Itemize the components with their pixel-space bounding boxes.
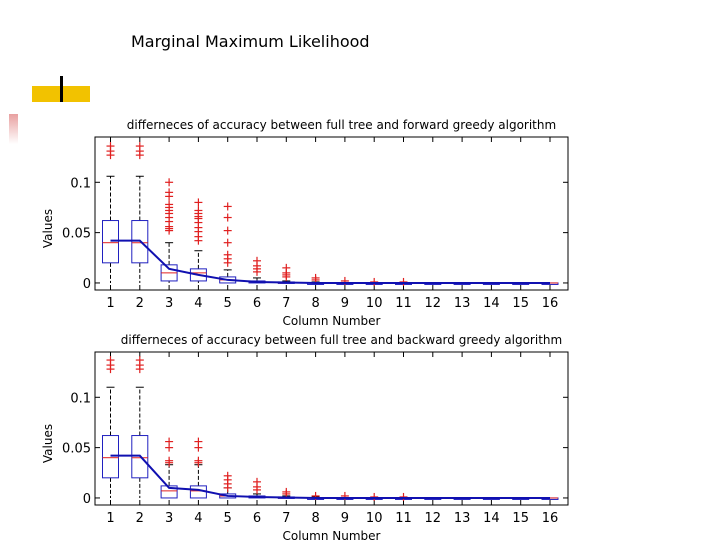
x-tick-label: 11	[395, 296, 412, 311]
x-tick-label: 11	[395, 511, 412, 526]
outlier-point	[165, 178, 174, 187]
x-tick-label: 13	[454, 296, 471, 311]
outlier-point	[135, 142, 144, 151]
y-axis-label: Values	[41, 424, 55, 463]
chart-panel-1: differneces of accuracy between full tre…	[41, 118, 569, 328]
outlier-point	[194, 437, 203, 446]
y-tick-label: 0.05	[62, 227, 91, 242]
x-tick-label: 12	[425, 296, 442, 311]
box-2	[131, 175, 149, 283]
outlier-point	[253, 256, 261, 265]
x-tick-label: 8	[311, 511, 319, 526]
outlier-point	[165, 188, 174, 197]
box-3	[160, 464, 178, 499]
x-tick-label: 7	[282, 296, 290, 311]
x-tick-label: 1	[106, 511, 114, 526]
box-2	[131, 386, 149, 498]
outlier-point	[165, 437, 174, 446]
x-tick-label: 7	[282, 511, 290, 526]
y-tick-label: 0.1	[70, 391, 91, 406]
outlier-point	[370, 277, 379, 286]
box-4	[189, 250, 207, 283]
y-axis-label: Values	[41, 209, 55, 248]
x-tick-label: 16	[542, 296, 559, 311]
x-tick-label: 5	[224, 511, 232, 526]
mean-trend-line	[110, 239, 550, 284]
accent-line	[60, 76, 63, 102]
outlier-point	[311, 273, 320, 282]
outlier-point	[106, 142, 115, 151]
outlier-point	[165, 200, 174, 209]
chart-title: differneces of accuracy between full tre…	[121, 333, 562, 347]
iqr-box	[102, 220, 119, 264]
outlier-point	[223, 250, 232, 259]
outlier-point	[253, 477, 261, 486]
x-tick-label: 12	[425, 511, 442, 526]
box-3	[160, 242, 178, 283]
x-tick-label: 8	[311, 296, 319, 311]
x-tick-label: 1	[106, 296, 114, 311]
x-tick-label: 6	[253, 511, 261, 526]
x-tick-label: 6	[253, 296, 261, 311]
y-tick-label: 0	[83, 492, 91, 507]
outlier-point	[223, 213, 232, 222]
accent-side-mark	[9, 114, 18, 144]
x-tick-label: 10	[366, 511, 383, 526]
x-tick-label: 2	[136, 511, 144, 526]
outlier-point	[223, 202, 232, 211]
outlier-point	[194, 456, 203, 465]
iqr-box	[131, 220, 149, 264]
x-tick-label: 9	[341, 296, 349, 311]
mean-trend-line	[110, 454, 550, 499]
box-1	[102, 386, 119, 498]
x-tick-label: 16	[542, 511, 559, 526]
outlier-point	[165, 456, 174, 465]
x-tick-label: 15	[512, 296, 529, 311]
x-tick-label: 3	[165, 511, 173, 526]
x-axis-label: Column Number	[283, 529, 381, 540]
y-tick-label: 0.1	[70, 176, 91, 191]
x-axis-label: Column Number	[283, 314, 381, 328]
x-tick-label: 2	[136, 296, 144, 311]
outlier-point	[282, 263, 291, 272]
iqr-box	[131, 435, 149, 479]
x-tick-label: 10	[366, 296, 383, 311]
outlier-point	[399, 277, 408, 286]
x-tick-label: 14	[483, 296, 500, 311]
outlier-point	[223, 471, 232, 480]
iqr-box	[160, 485, 178, 499]
x-tick-label: 15	[512, 511, 529, 526]
x-tick-label: 14	[483, 511, 500, 526]
y-tick-label: 0.05	[62, 442, 91, 457]
outlier-point	[370, 492, 379, 501]
slide-title: Marginal Maximum Likelihood	[131, 32, 370, 51]
outlier-point	[399, 492, 408, 501]
x-tick-label: 9	[341, 511, 349, 526]
outlier-point	[106, 356, 115, 365]
iqr-box	[102, 435, 119, 479]
iqr-box	[189, 268, 207, 282]
chart-title: differneces of accuracy between full tre…	[127, 118, 556, 132]
x-tick-label: 13	[454, 511, 471, 526]
x-tick-label: 3	[165, 296, 173, 311]
outlier-point	[223, 226, 232, 235]
outlier-point	[194, 198, 203, 207]
plot-frame	[94, 351, 569, 506]
chart-panel-2: differneces of accuracy between full tre…	[41, 333, 569, 540]
outlier-point	[223, 238, 232, 247]
box-4	[189, 464, 207, 499]
plot-frame	[94, 136, 569, 291]
x-tick-label: 4	[194, 511, 202, 526]
x-tick-label: 5	[224, 296, 232, 311]
outlier-point	[135, 356, 144, 365]
outlier-point	[194, 206, 203, 215]
outlier-point	[282, 487, 291, 496]
box-1	[102, 175, 119, 283]
y-tick-label: 0	[83, 277, 91, 292]
x-tick-label: 4	[194, 296, 202, 311]
